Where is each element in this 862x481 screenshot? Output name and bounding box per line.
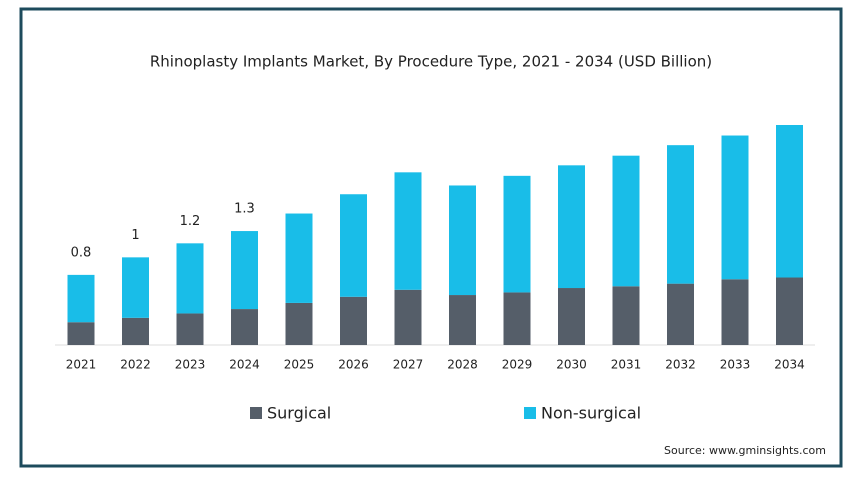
legend-label: Non-surgical [541,404,641,423]
bar-segment [612,155,640,287]
x-tick-label: 2026 [338,358,369,372]
bar-segment [285,302,313,345]
bar-segment [721,135,749,280]
bar-segment [503,175,531,293]
x-tick-label: 2022 [120,358,151,372]
x-tick-label: 2029 [502,358,533,372]
bar-segment [558,288,585,345]
bar-segment [449,185,476,296]
bar-segment [612,286,640,345]
x-tick-label: 2027 [393,358,424,372]
bar-segment [176,313,204,345]
bar-segment [67,274,95,323]
bar-segment [503,292,531,345]
bar-segment [721,279,749,345]
x-tick-label: 2021 [66,358,97,372]
bar-segment [394,172,422,290]
chart-title: Rhinoplasty Implants Market, By Procedur… [150,53,712,71]
bar-segment [776,125,803,278]
x-tick-label: 2032 [665,358,696,372]
bar-segment [340,296,367,345]
legend-swatch [250,407,262,419]
bar-segment [394,289,422,345]
legend-label: Surgical [267,404,331,423]
total-label: 1.3 [234,202,255,217]
bar-segment [667,283,694,345]
bar-segment [122,317,149,345]
bar-segment [776,277,803,345]
bar-segment [67,322,95,345]
bar-segment [667,145,694,284]
frame [19,7,843,468]
bar-segment [449,295,476,345]
total-label: 1 [131,228,139,243]
total-label: 1.2 [180,214,201,229]
x-tick-label: 2030 [556,358,587,372]
bar-segment [176,243,204,314]
total-label: 0.8 [71,245,92,260]
bar-segment [285,213,313,303]
x-tick-label: 2024 [229,358,260,372]
x-tick-label: 2023 [175,358,206,372]
x-tick-label: 2025 [284,358,315,372]
x-tick-label: 2033 [720,358,751,372]
legend-swatch [524,407,536,419]
bar-segment [122,257,149,318]
x-tick-label: 2031 [611,358,642,372]
bar-segment [558,165,585,289]
x-tick-label: 2028 [447,358,478,372]
source: Source: www.gminsights.com [664,444,826,457]
bar-segment [231,309,258,345]
bar-segment [340,194,367,297]
x-tick-label: 2034 [774,358,805,372]
bar-segment [231,231,258,310]
